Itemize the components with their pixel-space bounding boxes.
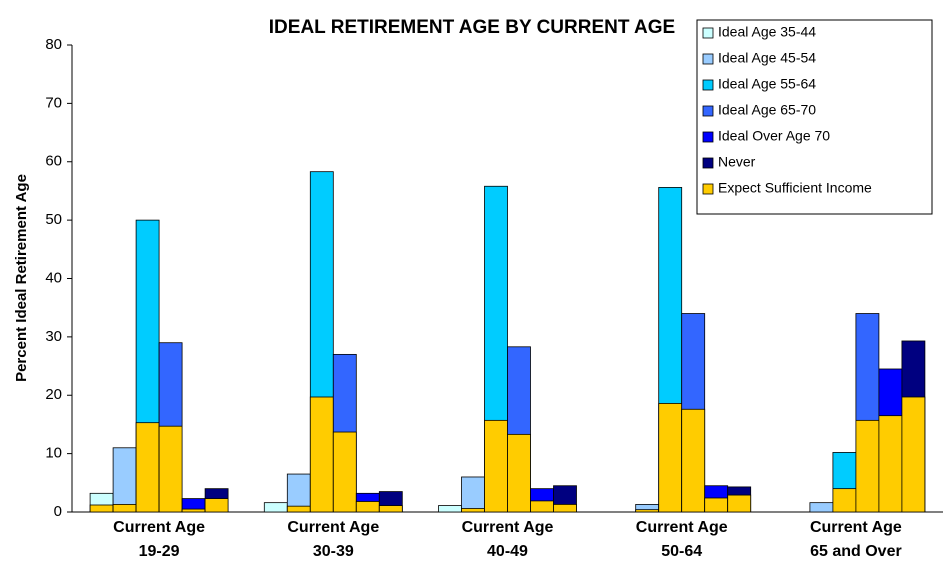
y-tick-label: 70: [45, 94, 62, 111]
income-bar: [112, 504, 137, 513]
legend-label: Ideal Age 55-64: [718, 76, 816, 92]
x-tick-label: 30-39: [313, 543, 354, 560]
income-bar: [855, 419, 880, 513]
legend-label: Expect Sufficient Income: [718, 180, 872, 196]
y-tick-label: 0: [54, 503, 62, 520]
income-bar: [727, 494, 752, 513]
legend-swatch: [702, 53, 714, 65]
legend-label: Ideal Age 45-54: [718, 50, 816, 66]
income-bar: [704, 497, 729, 513]
income-bar: [158, 425, 183, 513]
income-bar: [507, 433, 531, 513]
bar: [263, 502, 288, 513]
x-tick-label: Current Age: [462, 519, 554, 536]
income-bar: [658, 403, 683, 513]
x-tick-label: Current Age: [810, 519, 902, 536]
y-tick-label: 40: [45, 269, 62, 286]
income-bar: [204, 498, 229, 513]
income-bar: [681, 408, 706, 513]
income-bar: [901, 396, 926, 513]
legend-label: Ideal Age 65-70: [718, 102, 816, 118]
legend-label: Never: [718, 154, 756, 170]
income-bar: [378, 505, 403, 513]
bar: [112, 447, 137, 513]
income-bar: [832, 488, 857, 513]
x-tick-label: Current Age: [636, 519, 728, 536]
x-tick-label: 65 and Over: [810, 543, 902, 560]
income-bar: [635, 509, 660, 513]
income-bar: [878, 415, 903, 513]
income-bar: [461, 508, 485, 513]
income-bar: [553, 504, 577, 513]
legend-swatch: [702, 183, 714, 195]
bar: [438, 505, 462, 513]
income-bar: [530, 500, 554, 513]
y-tick-label: 80: [45, 36, 62, 53]
y-axis-label: Percent Ideal Retirement Age: [13, 174, 30, 382]
x-tick-label: Current Age: [287, 519, 379, 536]
y-tick-label: 60: [45, 153, 62, 170]
legend-swatch: [702, 131, 714, 143]
income-bar: [309, 396, 334, 513]
legend-swatch: [702, 27, 714, 39]
income-bar: [135, 422, 160, 513]
legend-label: Ideal Age 35-44: [718, 24, 816, 40]
legend-swatch: [702, 157, 714, 169]
income-bar: [332, 431, 357, 513]
income-bar: [181, 508, 206, 513]
legend-label: Ideal Over Age 70: [718, 128, 830, 144]
income-bar: [89, 504, 114, 513]
legend-swatch: [702, 79, 714, 91]
chart-title: IDEAL RETIREMENT AGE BY CURRENT AGE: [269, 17, 675, 38]
x-tick-label: 19-29: [139, 543, 180, 560]
income-bar: [286, 505, 311, 513]
x-tick-label: 40-49: [487, 543, 528, 560]
income-bar: [355, 501, 380, 513]
bar: [809, 502, 834, 513]
y-tick-label: 20: [45, 386, 62, 403]
legend-swatch: [702, 105, 714, 117]
y-tick-label: 10: [45, 445, 62, 462]
x-tick-label: 50-64: [661, 543, 702, 560]
y-tick-label: 30: [45, 328, 62, 345]
y-tick-label: 50: [45, 211, 62, 228]
x-tick-label: Current Age: [113, 519, 205, 536]
legend-box: [696, 19, 933, 215]
bar: [461, 476, 485, 513]
income-bar: [484, 419, 508, 513]
